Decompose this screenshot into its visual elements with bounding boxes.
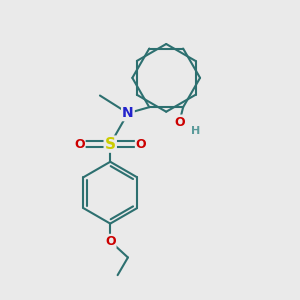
- Text: H: H: [191, 126, 200, 136]
- Text: O: O: [174, 116, 185, 128]
- Text: O: O: [105, 235, 116, 248]
- Text: O: O: [136, 138, 146, 151]
- Text: O: O: [74, 138, 85, 151]
- Text: S: S: [105, 136, 116, 152]
- Text: N: N: [122, 106, 134, 120]
